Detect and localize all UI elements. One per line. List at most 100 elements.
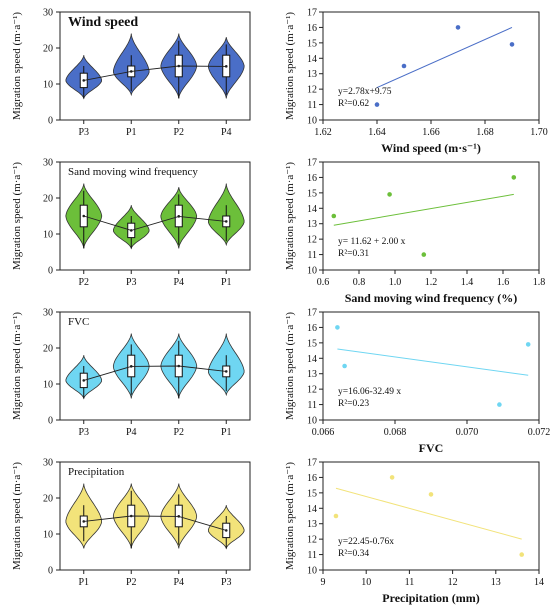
y-tick-label: 10	[43, 80, 53, 91]
x-axis-label: FVC	[419, 441, 444, 455]
scatter-panel-3: 10 11 12 13 14 15 16 17 0.066 0.068 0.070 0.072 Migr…	[284, 308, 550, 456]
data-point	[519, 552, 525, 557]
y-tick-label: 20	[43, 194, 53, 205]
y-tick-label: 20	[43, 494, 53, 505]
x-tick-label-p1: P1	[126, 127, 137, 138]
x-tick-label: 1.66	[422, 127, 440, 138]
y-tick-label: 14	[307, 204, 317, 215]
regression-equation: y=22.45-0.76x	[338, 537, 394, 547]
x-tick-label-p3: P3	[221, 577, 232, 588]
y-tick-label: 0	[48, 266, 53, 277]
x-tick-label: 0.8	[353, 277, 366, 288]
data-point	[401, 63, 407, 69]
median-trend-line	[83, 215, 227, 231]
x-tick-label: 14	[534, 577, 544, 588]
y-tick-label: 30	[43, 458, 53, 469]
regression-line	[376, 26, 513, 89]
x-tick-label: 1.70	[530, 127, 548, 138]
x-tick-label: 13	[491, 577, 501, 588]
y-tick-label: 17	[307, 8, 317, 19]
y-tick-label: 13	[307, 369, 317, 380]
plot-frame	[59, 11, 251, 121]
median-trend-line	[83, 365, 227, 381]
x-tick-label-p4: P4	[221, 127, 232, 138]
y-tick-label: 16	[307, 473, 317, 484]
violin-panel-2: 0 10 20 30 Migration speed (m·a⁻¹) Sand movin…	[11, 158, 251, 288]
y-tick-label: 0	[48, 566, 53, 577]
regression-line	[333, 193, 514, 226]
y-tick-label: 14	[307, 504, 317, 515]
x-tick-label: 1.0	[389, 277, 402, 288]
x-tick-label-p2: P2	[78, 277, 89, 288]
x-tick-label-p1: P1	[221, 277, 232, 288]
y-axis-label: Migration speed (m·a⁻¹)	[284, 312, 296, 420]
regression-line	[335, 487, 522, 540]
x-axis-label: Precipitation (mm)	[382, 591, 479, 605]
y-axis-label: Migration speed (m·a⁻¹)	[284, 462, 296, 570]
y-tick-label: 15	[307, 488, 317, 499]
y-tick-label: 12	[307, 235, 317, 246]
y-tick-label: 12	[307, 385, 317, 396]
y-tick-label: 30	[43, 308, 53, 319]
y-tick-label: 10	[43, 380, 53, 391]
median-trend-line	[83, 515, 227, 531]
y-tick-label: 30	[43, 8, 53, 19]
panel-title: Wind speed	[68, 15, 138, 30]
plot-frame	[322, 461, 540, 571]
scatter-panel-1: 10 11 12 13 14 15 16 17 1.62 1.64 1.66 1.68 1.70 Migr…	[284, 8, 548, 156]
x-tick-label-p1: P1	[221, 427, 232, 438]
y-tick-label: 10	[307, 116, 317, 127]
y-axis-label: Migration speed (m·a⁻¹)	[11, 162, 23, 270]
x-tick-label: 1.2	[425, 277, 438, 288]
x-tick-label: 1.62	[314, 127, 332, 138]
y-tick-label: 15	[307, 38, 317, 49]
regression-equation: y=16.06-32.49 x	[338, 387, 401, 397]
y-tick-label: 11	[307, 250, 317, 261]
median-point	[224, 220, 228, 223]
data-point	[387, 192, 392, 197]
y-tick-label: 20	[43, 44, 53, 55]
plot-frame	[59, 311, 251, 421]
x-tick-label-p4: P4	[126, 427, 137, 438]
y-tick-label: 10	[307, 566, 317, 577]
y-tick-label: 10	[43, 230, 53, 241]
median-point	[129, 229, 133, 232]
x-tick-label-p3: P3	[78, 127, 89, 138]
x-tick-label-p2: P2	[173, 127, 184, 138]
x-tick-label-p4: P4	[173, 277, 184, 288]
r-squared-label: R²=0.34	[338, 549, 369, 559]
y-axis-label: Migration speed (m·a⁻¹)	[284, 12, 296, 120]
plot-frame	[59, 461, 251, 571]
violin-panel-3: 0 10 20 30 Migration speed (m·a⁻¹) FVC P3 P4 P2 P…	[11, 308, 251, 438]
x-tick-label: 12	[448, 577, 458, 588]
plot-frame	[59, 161, 251, 271]
y-tick-label: 17	[307, 458, 317, 469]
y-tick-label: 10	[43, 530, 53, 541]
data-point	[421, 252, 427, 257]
y-tick-label: 16	[307, 323, 317, 334]
y-tick-label: 30	[43, 158, 53, 169]
median-point	[224, 65, 228, 68]
median-point	[82, 379, 86, 382]
data-point	[389, 475, 395, 480]
y-tick-label: 0	[48, 416, 53, 427]
x-tick-label-p3: P3	[78, 427, 89, 438]
median-point	[82, 214, 86, 218]
median-point	[82, 79, 86, 82]
y-axis-label: Migration speed (m·a⁻¹)	[11, 12, 23, 120]
scatter-panel-4: 10 11 12 13 14 15 16 17 9 10 11 12 13 14 Migration spe…	[284, 458, 544, 606]
scatter-panel-2: 10 11 12 13 14 15 16 17 0.6 0.8 1.0 1.2 1.4 1.6 1.8 Mig…	[284, 158, 545, 306]
data-point	[497, 402, 502, 407]
x-axis-label: Sand moving wind frequency (%)	[345, 291, 517, 305]
data-point	[428, 492, 434, 497]
median-point	[82, 520, 86, 523]
y-tick-label: 14	[307, 54, 317, 65]
y-axis-label: Migration speed (m·a⁻¹)	[11, 462, 23, 570]
data-point	[331, 213, 337, 219]
y-axis-label: Migration speed (m·a⁻¹)	[284, 162, 296, 270]
violin-panel-1: 0 10 20 30 Migration speed (m·a⁻¹) Wind speed…	[11, 8, 251, 138]
median-point	[177, 215, 181, 218]
data-point	[509, 42, 515, 47]
median-point	[177, 364, 181, 368]
panel-title: FVC	[68, 316, 89, 328]
